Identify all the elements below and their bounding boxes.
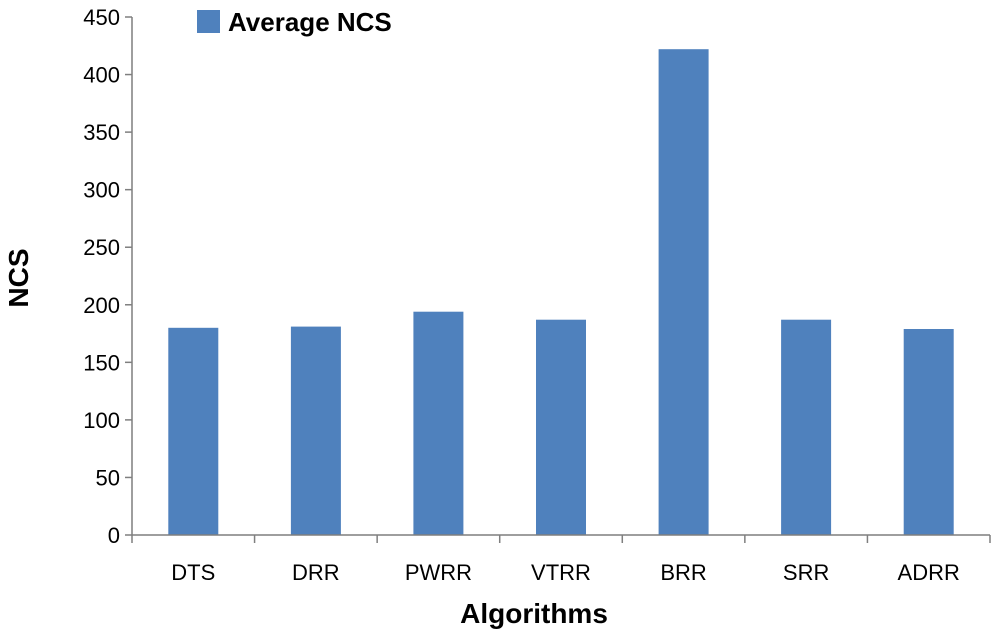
bar-srr: [781, 319, 832, 535]
bars-layer: [168, 49, 954, 535]
x-tick-label: SRR: [783, 560, 829, 585]
bar-adrr: [903, 329, 954, 535]
x-tick-label: BRR: [660, 560, 706, 585]
y-tick-label: 300: [83, 178, 120, 203]
axes-layer: [131, 17, 990, 536]
x-axis-title: Algorithms: [460, 598, 608, 629]
bar-dts: [168, 327, 219, 535]
y-tick-label: 150: [83, 350, 120, 375]
x-tick-label: DTS: [171, 560, 215, 585]
x-tick-label: DRR: [292, 560, 340, 585]
ticks-layer: 0 50 100 150 200 250 300 350 400 450 DTS DRR PWRR VTR…: [83, 5, 991, 585]
y-tick-label: 50: [96, 465, 120, 490]
legend-swatch: [197, 10, 220, 33]
x-tick-label: PWRR: [405, 560, 472, 585]
y-tick-label: 250: [83, 235, 120, 260]
y-tick-label: 350: [83, 120, 120, 145]
legend-label: Average NCS: [228, 7, 392, 37]
y-axis-title: NCS: [3, 248, 34, 307]
x-tick-label: VTRR: [531, 560, 591, 585]
y-tick-label: 450: [83, 5, 120, 30]
y-tick-label: 200: [83, 293, 120, 318]
x-tick-label: ADRR: [898, 560, 960, 585]
bar-drr: [290, 326, 341, 535]
y-tick-label: 400: [83, 63, 120, 88]
y-tick-label: 100: [83, 408, 120, 433]
bar-pwrr: [413, 311, 464, 535]
bar-vtrr: [536, 319, 586, 535]
legend: Average NCS: [197, 7, 392, 37]
y-tick-label: 0: [108, 523, 120, 548]
bar-brr: [658, 49, 709, 535]
